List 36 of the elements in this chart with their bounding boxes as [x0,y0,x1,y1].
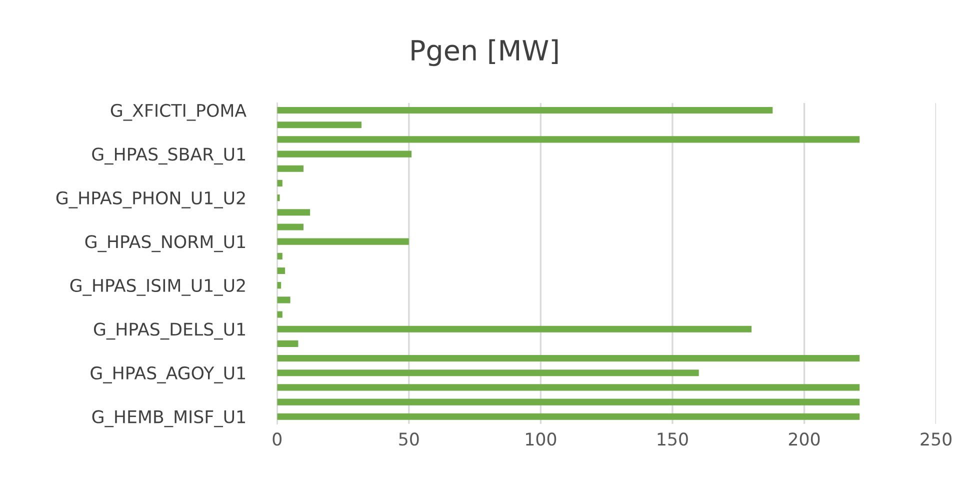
bar [277,296,290,304]
bar [277,340,298,347]
bar [277,180,282,186]
bar [277,136,860,143]
y-tick-label: G_HPAS_AGOY_U1 [90,366,245,384]
bar [277,252,282,260]
y-tick-label: G_HPAS_DELS_U1 [94,322,245,340]
x-tick-label: 100 [526,432,556,446]
x-tick-label: 150 [658,432,688,446]
bar [277,194,280,202]
bar [277,106,773,114]
bar [277,122,362,128]
x-tick-label: 50 [399,432,419,446]
bar [277,326,752,332]
bar [277,398,860,406]
bar [277,413,860,420]
y-tick-label: G_HPAS_NORM_U1 [85,235,245,252]
y-tick-label: G_HPAS_SBAR_U1 [92,148,245,165]
y-tick-label: G_XFICTI_POMA [110,104,246,121]
bar [277,165,304,172]
bar [277,311,282,318]
bar [277,209,310,216]
chart-title: Pgen [MW] [412,39,558,66]
bar [277,354,860,362]
x-tick-label: 200 [788,432,820,446]
bar [277,224,304,230]
x-tick-label: 0 [272,432,282,446]
bar [277,267,286,274]
y-tick-label: G_HPAS_PHON_U1_U2 [56,191,245,208]
bar [277,370,699,376]
bar [277,150,412,158]
y-tick-label: G_HEMB_MISF_U1 [92,410,245,428]
x-tick-label: 250 [920,432,952,446]
y-tick-label: G_HPAS_ISIM_U1_U2 [70,278,245,296]
bar [277,384,860,391]
bar [277,238,409,245]
